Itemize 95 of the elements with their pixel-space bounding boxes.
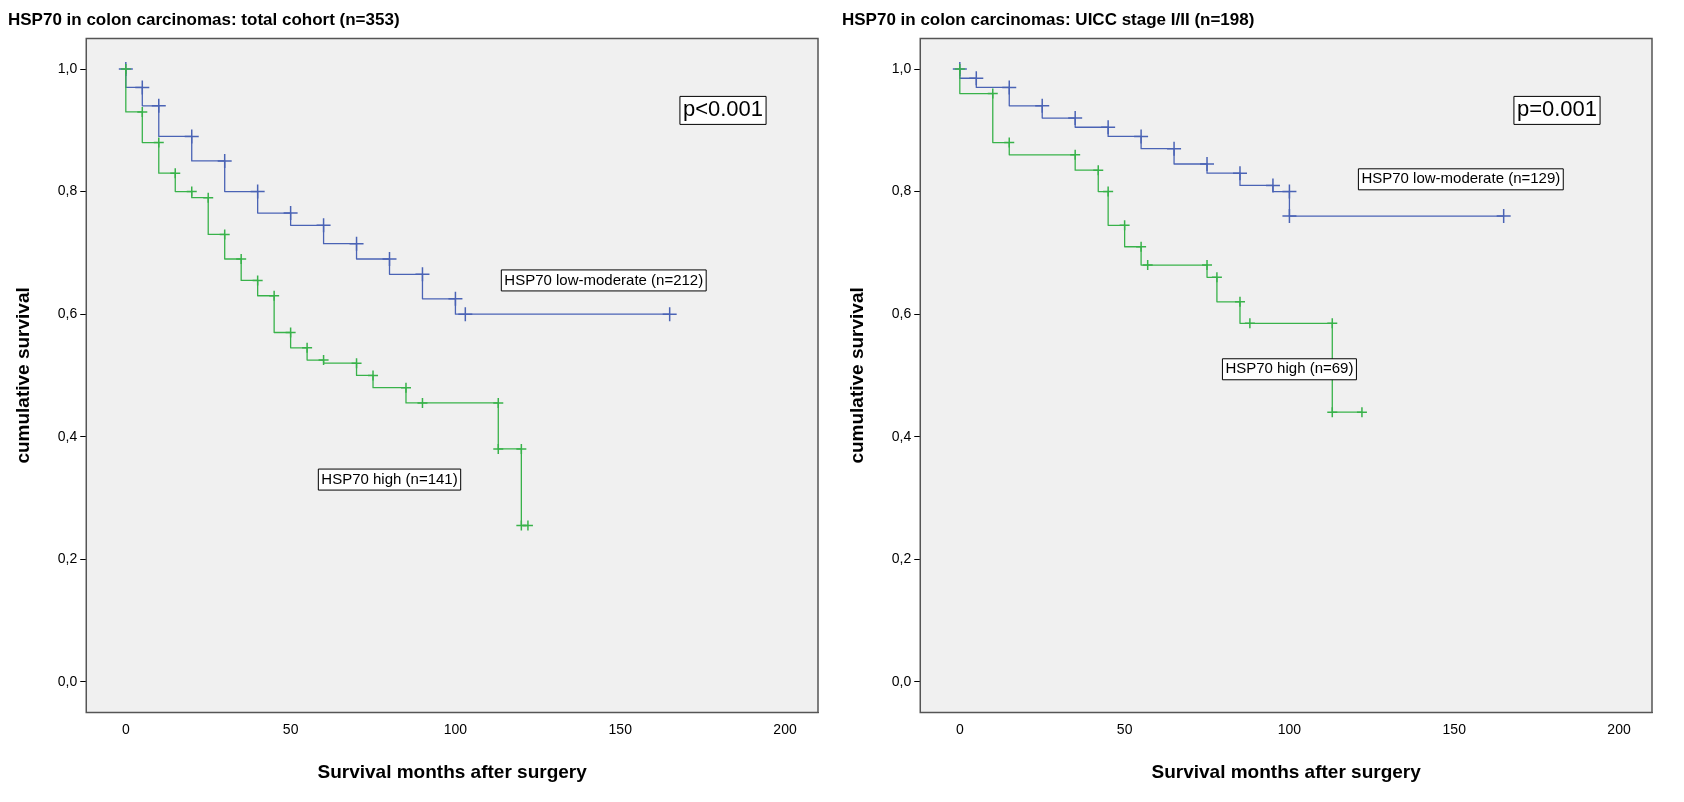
point [522,519,534,532]
point [1135,240,1147,253]
point [381,251,398,267]
series-label: HSP70 low-moderate (n=212) [504,270,704,288]
point [1118,219,1131,232]
point [1034,98,1050,114]
y-tick-label: 0,6 [891,304,912,321]
x-tick-label: 100 [1277,720,1302,737]
point [661,306,678,322]
point [218,228,231,241]
y-tick-label: 0,6 [57,304,78,321]
point [317,354,330,366]
point [1201,259,1213,271]
x-tick-label: 200 [1607,720,1631,737]
point [1092,164,1104,176]
y-axis-title: cumulative survival [11,287,33,464]
point [492,397,505,409]
y-tick-label: 1,0 [891,59,912,76]
point [1166,140,1182,157]
point [1003,136,1016,149]
y-tick-label: 0,2 [57,550,78,567]
point [350,357,363,369]
annotation: p<0.001 [682,96,764,122]
point [1001,79,1018,96]
point [169,167,182,179]
point [367,369,379,382]
chart-title: HSP70 in colon carcinomas: UICC stage I/II (n=198) [842,9,1255,29]
point [1326,406,1339,418]
point [447,291,464,307]
point [968,70,985,86]
point [134,79,151,96]
point [414,266,431,283]
point [1141,259,1154,271]
y-tick-label: 0,0 [57,672,78,689]
point [492,443,505,455]
point [282,205,299,221]
y-tick-label: 0,4 [57,427,78,444]
point [183,128,200,145]
x-tick-label: 0 [121,720,130,737]
point [1100,119,1116,135]
point [1265,177,1281,194]
point [136,106,149,118]
point [1234,296,1246,308]
annotation: p=0.001 [1516,96,1598,122]
point [1281,208,1298,224]
point [151,98,167,114]
point [153,136,165,149]
point [457,306,474,322]
point [216,153,233,169]
point [251,274,264,287]
x-tick-label: 100 [443,720,468,737]
point [400,381,412,394]
point [202,191,214,204]
point [1133,128,1149,145]
point [1102,185,1114,198]
x-tick-label: 50 [282,720,299,737]
point [1244,317,1256,330]
y-tick-label: 0,4 [891,427,912,444]
y-tick-label: 0,0 [891,672,912,689]
x-tick-label: 50 [1116,720,1133,737]
point [987,87,999,100]
point [348,235,365,252]
chart-title: HSP70 in colon carcinomas: total cohort (n=353) [8,9,400,29]
point [235,253,247,265]
x-tick-label: 150 [608,720,633,737]
y-axis-title: cumulative survival [845,287,867,464]
y-tick-label: 0,8 [57,182,78,199]
y-tick-label: 0,8 [891,182,912,199]
point [1067,110,1083,126]
x-axis-title: Survival months after surgery [317,760,588,782]
point [1069,149,1081,161]
x-tick-label: 0 [955,720,964,737]
point [249,183,266,200]
point [268,290,280,302]
point [185,185,198,198]
x-tick-label: 150 [1442,720,1467,737]
point [284,326,297,339]
point [1232,165,1248,181]
y-tick-label: 0,2 [891,550,912,567]
point [301,342,313,354]
x-tick-label: 200 [773,720,797,737]
point [1326,317,1339,330]
point [1495,208,1512,224]
text: HSP70 high (n=141) [321,469,458,487]
point [1281,183,1298,200]
series-label: HSP70 low-moderate (n=129) [1361,169,1561,187]
point [1211,271,1223,284]
series-label: HSP70 high (n=69) [1225,359,1354,377]
point [515,443,528,455]
point [1356,406,1368,418]
y-tick-label: 1,0 [57,59,78,76]
x-axis-title: Survival months after surgery [1151,760,1422,782]
point [315,217,332,234]
point [1199,156,1215,172]
point [416,397,429,409]
